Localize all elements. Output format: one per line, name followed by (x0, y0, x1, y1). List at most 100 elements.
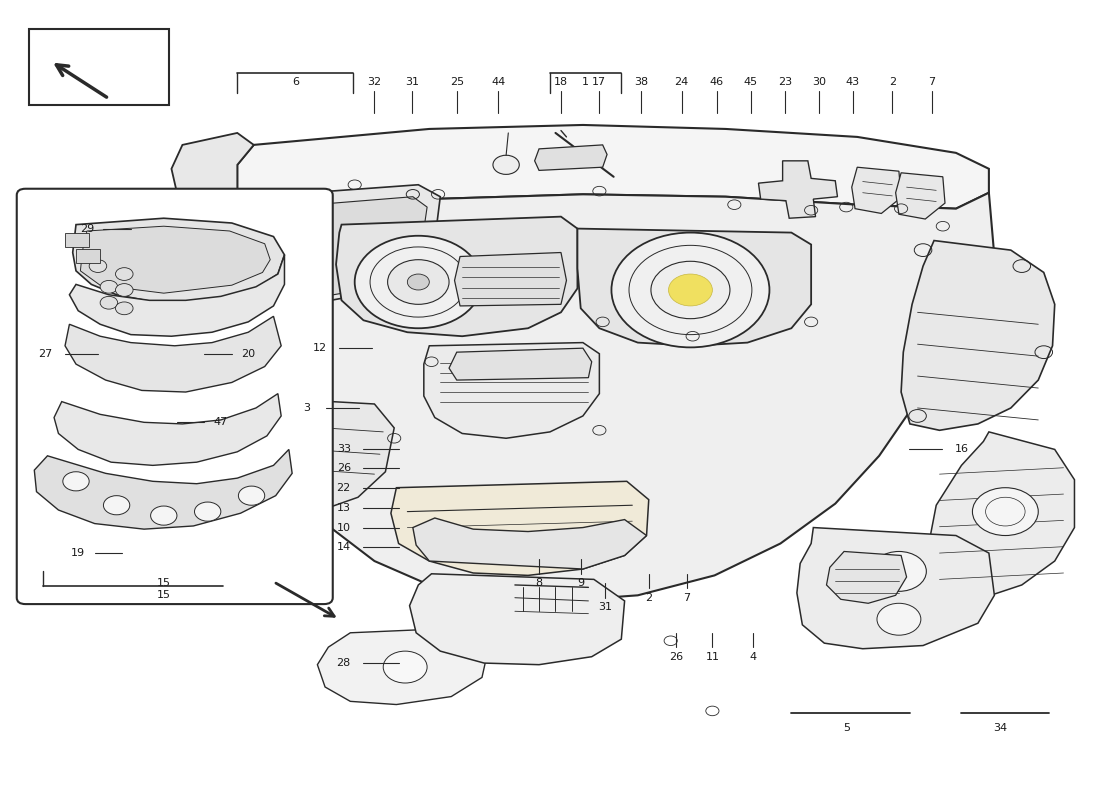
Text: 29: 29 (80, 223, 95, 234)
Text: 27: 27 (39, 349, 53, 358)
Text: 28: 28 (337, 658, 351, 668)
Polygon shape (238, 193, 994, 601)
Polygon shape (895, 173, 945, 219)
Text: 38: 38 (634, 77, 648, 86)
Text: 34: 34 (993, 723, 1007, 733)
Polygon shape (454, 253, 566, 306)
Text: 20: 20 (241, 349, 255, 358)
Text: 6: 6 (292, 77, 299, 86)
Circle shape (678, 281, 704, 299)
Polygon shape (80, 296, 194, 392)
Polygon shape (535, 145, 607, 170)
Text: 16: 16 (955, 445, 968, 454)
Text: 22: 22 (337, 482, 351, 493)
Polygon shape (117, 312, 146, 328)
Text: a passion
for unique
ideas: a passion for unique ideas (508, 408, 636, 488)
Circle shape (387, 260, 449, 304)
Text: 5: 5 (843, 723, 849, 733)
Circle shape (63, 472, 89, 491)
Polygon shape (928, 432, 1075, 598)
Polygon shape (194, 277, 296, 472)
Text: 17: 17 (592, 77, 606, 86)
Polygon shape (796, 527, 994, 649)
Text: 2: 2 (889, 77, 895, 86)
Polygon shape (390, 482, 649, 575)
Circle shape (972, 488, 1038, 535)
Text: 31: 31 (405, 77, 419, 86)
Text: 14: 14 (337, 542, 351, 553)
Circle shape (669, 274, 713, 306)
Text: 7: 7 (683, 593, 691, 602)
Text: 13: 13 (337, 502, 351, 513)
Polygon shape (424, 342, 600, 438)
Polygon shape (318, 627, 490, 705)
Circle shape (116, 302, 133, 314)
Polygon shape (172, 133, 254, 201)
Text: 46: 46 (710, 77, 724, 86)
Text: 31: 31 (598, 602, 612, 612)
Circle shape (871, 551, 926, 591)
Polygon shape (76, 249, 100, 263)
Circle shape (103, 496, 130, 515)
Text: 1: 1 (582, 77, 588, 86)
Polygon shape (412, 518, 647, 569)
Polygon shape (34, 450, 293, 529)
Polygon shape (232, 197, 315, 271)
Circle shape (407, 274, 429, 290)
Text: 15: 15 (157, 578, 170, 588)
Polygon shape (80, 226, 271, 293)
Text: 25: 25 (450, 77, 464, 86)
Polygon shape (54, 394, 282, 466)
Text: 11: 11 (705, 652, 719, 662)
Text: 15: 15 (157, 590, 170, 600)
Polygon shape (276, 400, 394, 510)
Polygon shape (851, 167, 901, 214)
Text: 23: 23 (778, 77, 792, 86)
Circle shape (651, 262, 730, 318)
Polygon shape (409, 574, 625, 665)
Polygon shape (296, 197, 427, 296)
Circle shape (151, 506, 177, 525)
Circle shape (383, 651, 427, 683)
Polygon shape (826, 551, 906, 603)
Text: 33: 33 (337, 445, 351, 454)
Polygon shape (260, 213, 300, 231)
Polygon shape (73, 218, 285, 302)
Circle shape (612, 233, 769, 347)
Circle shape (195, 502, 221, 521)
Circle shape (100, 296, 118, 309)
Circle shape (239, 486, 265, 506)
Text: 45: 45 (744, 77, 758, 86)
Text: 19: 19 (72, 548, 86, 558)
Text: 26: 26 (669, 652, 683, 662)
Circle shape (89, 260, 107, 273)
Text: 10: 10 (337, 522, 351, 533)
Polygon shape (759, 161, 837, 218)
Text: 26: 26 (337, 462, 351, 473)
FancyBboxPatch shape (16, 189, 333, 604)
Polygon shape (901, 241, 1055, 430)
Polygon shape (282, 185, 440, 300)
Polygon shape (578, 229, 811, 346)
Text: eu
ton
es: eu ton es (729, 195, 854, 414)
Text: 43: 43 (846, 77, 860, 86)
Text: 30: 30 (812, 77, 826, 86)
Text: 3: 3 (302, 403, 310, 413)
Text: 12: 12 (312, 343, 327, 353)
Polygon shape (238, 125, 989, 217)
Text: 32: 32 (367, 77, 382, 86)
Circle shape (493, 155, 519, 174)
Polygon shape (336, 217, 578, 336)
Text: 2: 2 (646, 593, 652, 602)
Text: 18: 18 (554, 77, 568, 86)
Polygon shape (449, 348, 592, 380)
Polygon shape (69, 255, 285, 336)
Text: 7: 7 (928, 77, 935, 86)
Text: 44: 44 (492, 77, 506, 86)
Polygon shape (65, 233, 89, 247)
Circle shape (100, 281, 118, 293)
Text: 47: 47 (213, 418, 228, 427)
Circle shape (116, 284, 133, 296)
Circle shape (877, 603, 921, 635)
Text: 8: 8 (536, 578, 542, 588)
